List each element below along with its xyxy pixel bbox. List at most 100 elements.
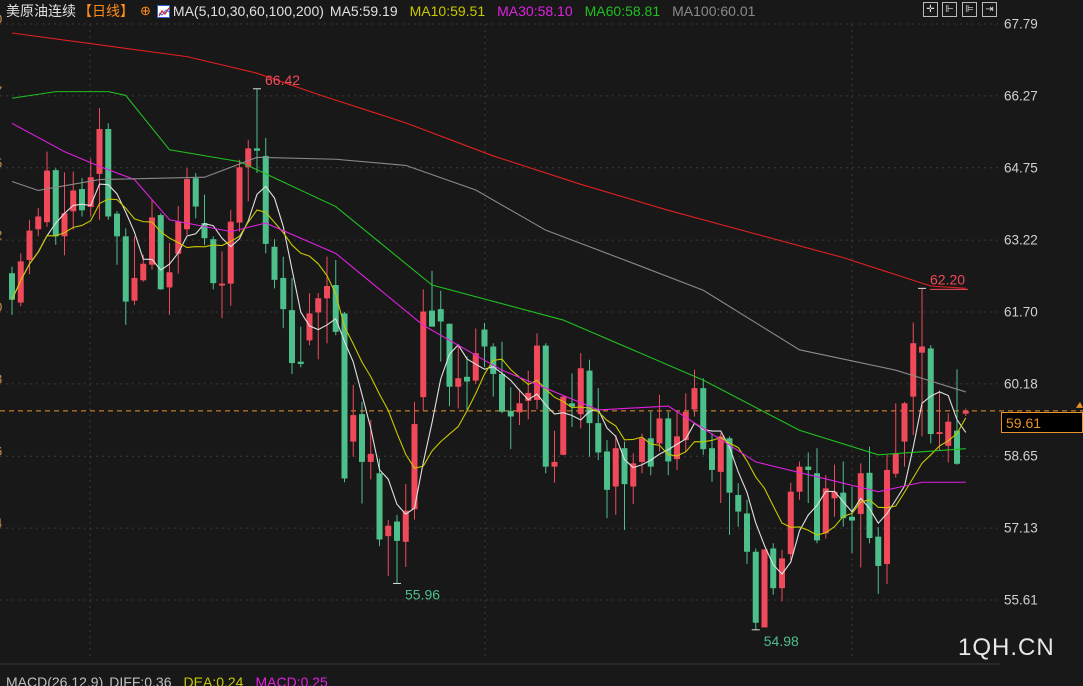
candle-body	[297, 361, 304, 365]
candle-body	[752, 551, 759, 623]
candle-body	[770, 548, 777, 589]
candle-body	[131, 277, 138, 301]
candle-body	[954, 430, 960, 464]
y-tick-label: 61.70	[1004, 304, 1038, 320]
zoom-in-icon[interactable]: ⊩	[942, 2, 957, 17]
left-axis-fragment: 8	[0, 371, 2, 386]
candle-body	[534, 345, 540, 400]
candle-body	[306, 313, 313, 341]
candle-body	[945, 421, 952, 446]
candle-body	[892, 453, 899, 474]
crosshair-icon[interactable]: ✛	[923, 2, 938, 17]
ma-parameters[interactable]: MA(5,10,30,60,100,200)	[172, 3, 324, 19]
candle-body	[612, 448, 619, 487]
candle-body	[700, 388, 707, 450]
macd-diff: DIFF:0.36	[109, 674, 172, 686]
candle-body	[630, 463, 637, 487]
candle-body	[324, 285, 330, 299]
candle-body	[429, 310, 435, 327]
candle-body	[350, 415, 357, 442]
candle-body	[254, 148, 260, 151]
candle-body	[805, 466, 812, 470]
y-tick-label: 64.75	[1004, 160, 1038, 176]
indicator-chart-icon[interactable]	[156, 4, 170, 18]
candle-body	[70, 190, 77, 212]
candle-body	[936, 432, 943, 435]
candle-body	[61, 213, 68, 237]
left-axis-fragment: 5	[0, 155, 2, 170]
candle-body	[796, 466, 803, 492]
left-axis-fragment: 0	[0, 12, 2, 27]
candle-body	[280, 277, 287, 310]
candle-body	[499, 373, 505, 412]
candle-body	[674, 436, 680, 460]
candle-body	[192, 178, 199, 207]
candle-body	[140, 263, 147, 281]
candle-body	[682, 411, 689, 441]
candle-body	[840, 492, 847, 519]
instrument-name: 美原油连续	[6, 3, 76, 19]
move-right-icon[interactable]: ⇥	[982, 2, 997, 17]
candle-body	[420, 311, 427, 398]
watermark: 1QH.CN	[958, 634, 1055, 661]
candle-body	[96, 128, 103, 174]
y-tick-label: 60.18	[1004, 376, 1038, 392]
candle-body	[219, 283, 225, 286]
ma-value-1: MA10:59.51	[409, 3, 486, 19]
candle-body	[157, 215, 164, 290]
candle-body	[359, 414, 365, 462]
y-tick-label: 66.27	[1004, 88, 1038, 104]
candle-body	[210, 239, 217, 284]
ma-value-2: MA30:58.10	[497, 3, 573, 19]
candle-body	[341, 313, 348, 479]
candle-body	[184, 179, 190, 230]
candle-body	[560, 396, 567, 455]
ma-line-ma100	[11, 156, 966, 393]
left-axis-fragment: 2	[0, 228, 2, 243]
candle-body	[44, 170, 50, 223]
candle-body	[394, 521, 400, 541]
candle-body	[849, 516, 855, 521]
candle-body	[525, 392, 532, 401]
candle-body	[262, 155, 269, 244]
price-arrow-icon	[1076, 401, 1083, 408]
macd-value: MACD:0.25	[255, 674, 328, 686]
candle-body	[744, 513, 750, 552]
candle-body	[551, 461, 558, 467]
candle-body	[709, 448, 715, 470]
crosshair-target-icon[interactable]: ⊕	[140, 3, 151, 18]
macd-dea: DEA:0.24	[183, 674, 244, 686]
current-price-label: 59.61	[1001, 412, 1083, 433]
candle-body	[962, 410, 969, 414]
candle-body	[875, 536, 882, 566]
zoom-out-icon[interactable]: ⊫	[962, 2, 977, 17]
candle-body	[735, 495, 742, 512]
candle-body	[166, 272, 173, 288]
extreme-price-label: 62.20	[930, 271, 965, 287]
candle-body	[481, 329, 488, 347]
candle-body	[87, 177, 94, 208]
candle-body	[367, 453, 374, 462]
ma-line-ma5	[11, 183, 967, 575]
candle-body	[857, 473, 864, 514]
candle-body	[910, 343, 917, 397]
period-selector[interactable]: 【日线】	[78, 3, 134, 19]
ma-line-ma30	[11, 122, 966, 493]
candle-body	[52, 170, 59, 237]
candle-body	[516, 403, 523, 413]
candle-body	[665, 418, 672, 462]
extreme-price-label: 66.42	[265, 72, 300, 88]
candle-body	[639, 438, 645, 462]
ma-value-3: MA60:58.81	[584, 3, 661, 19]
candle-body	[542, 345, 549, 467]
candle-body	[437, 309, 444, 322]
candle-body	[831, 491, 838, 499]
candle-body	[402, 510, 409, 542]
y-tick-label: 58.65	[1004, 448, 1038, 464]
candle-body	[901, 403, 908, 442]
left-axis-fragment: 0	[0, 300, 2, 315]
candle-body	[814, 473, 820, 541]
y-tick-label: 57.13	[1004, 520, 1038, 536]
y-tick-label: 67.79	[1004, 16, 1038, 32]
